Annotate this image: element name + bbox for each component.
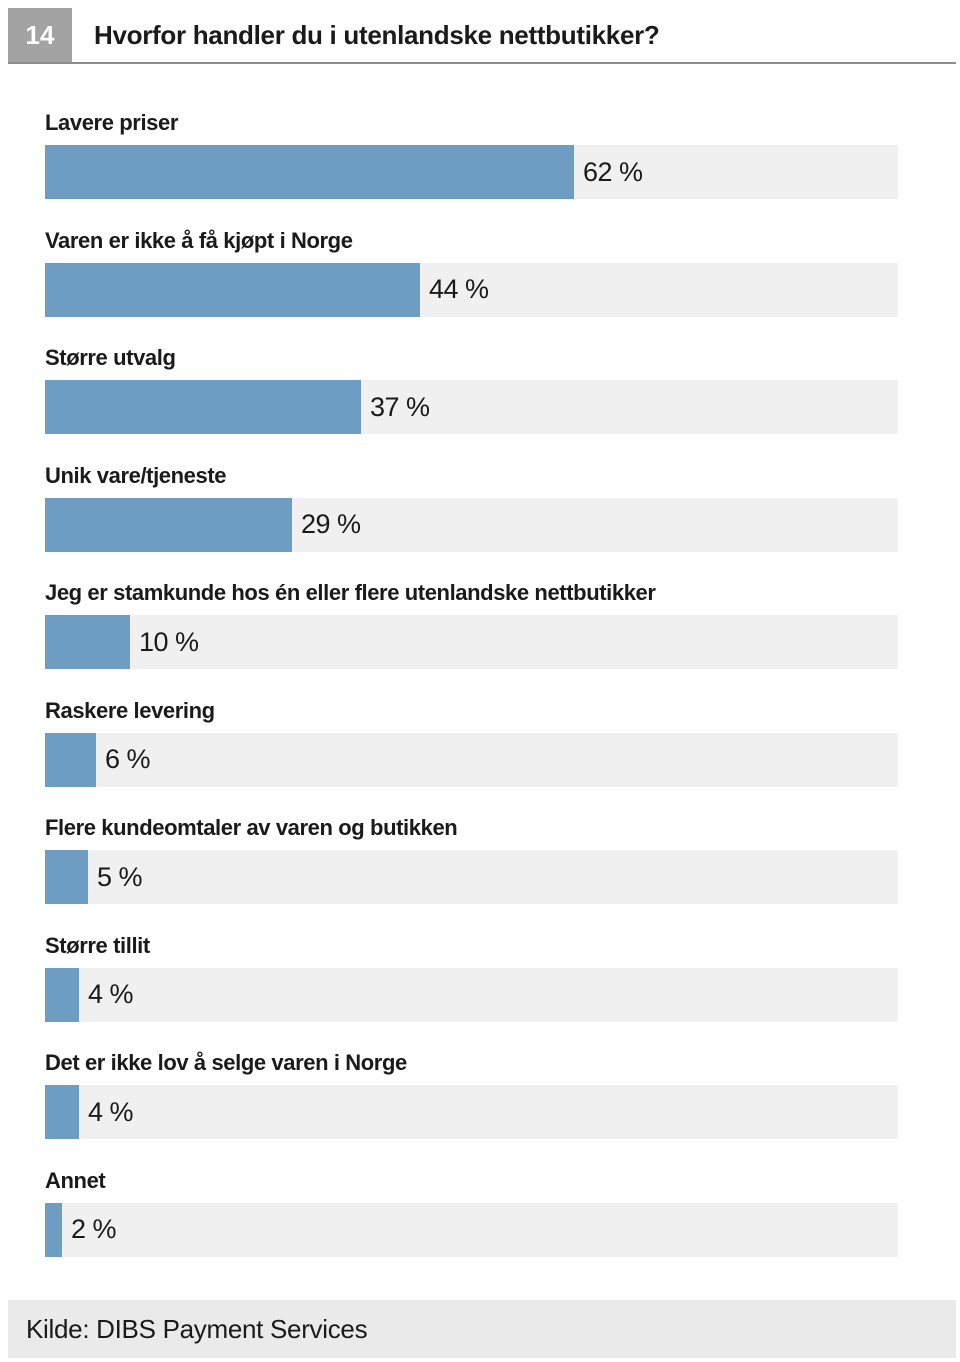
value-label: 29 % <box>301 509 361 539</box>
bar-track: 10 % <box>45 615 898 669</box>
bar <box>45 732 96 787</box>
category-label: Unik vare/tjeneste <box>45 462 227 488</box>
bar-track: 29 % <box>45 497 898 552</box>
category-label: Annet <box>45 1167 106 1193</box>
bar <box>45 967 79 1022</box>
value-label: 4 % <box>88 979 134 1009</box>
category-label: Lavere priser <box>45 110 178 135</box>
bar <box>45 262 420 317</box>
source-text: Kilde: DIBS Payment Services <box>26 1313 368 1344</box>
bar-track: 44 % <box>45 262 898 317</box>
value-label: 2 % <box>71 1214 117 1244</box>
figure-number-badge: 14 <box>8 8 72 62</box>
source-footer: Kilde: DIBS Payment Services <box>8 1300 956 1358</box>
bar-track: 2 % <box>45 1202 898 1257</box>
value-label: 4 % <box>88 1096 134 1127</box>
bar-track: 37 % <box>45 380 898 434</box>
value-label: 37 % <box>370 391 430 422</box>
bar-track: 62 % <box>45 145 898 199</box>
category-label: Raskere levering <box>45 697 215 723</box>
bar-track: 6 % <box>45 732 898 787</box>
value-label: 5 % <box>97 861 143 892</box>
value-label: 10 % <box>139 626 199 657</box>
bar <box>45 380 361 434</box>
bar <box>45 497 292 552</box>
category-label: Større utvalg <box>45 345 176 370</box>
bar-track: 4 % <box>45 1085 898 1139</box>
category-label: Større tillit <box>45 932 150 958</box>
bar <box>45 615 130 669</box>
bar-track: 5 % <box>45 850 898 904</box>
category-label: Det er ikke lov å selge varen i Norge <box>45 1050 407 1075</box>
value-label: 6 % <box>105 744 151 774</box>
chart-title: Hvorfor handler du i utenlandske nettbut… <box>94 19 660 50</box>
value-label: 44 % <box>429 274 489 304</box>
bar <box>45 850 88 904</box>
category-label: Flere kundeomtaler av varen og butikken <box>45 815 458 840</box>
value-label: 62 % <box>583 156 643 187</box>
bar <box>45 1202 62 1257</box>
bar <box>45 1085 79 1139</box>
bar-track: 4 % <box>45 967 898 1022</box>
category-label: Jeg er stamkunde hos én eller flere uten… <box>45 580 656 605</box>
category-label: Varen er ikke å få kjøpt i Norge <box>45 227 353 253</box>
chart-header: 14 Hvorfor handler du i utenlandske nett… <box>8 8 956 64</box>
bar <box>45 145 574 199</box>
